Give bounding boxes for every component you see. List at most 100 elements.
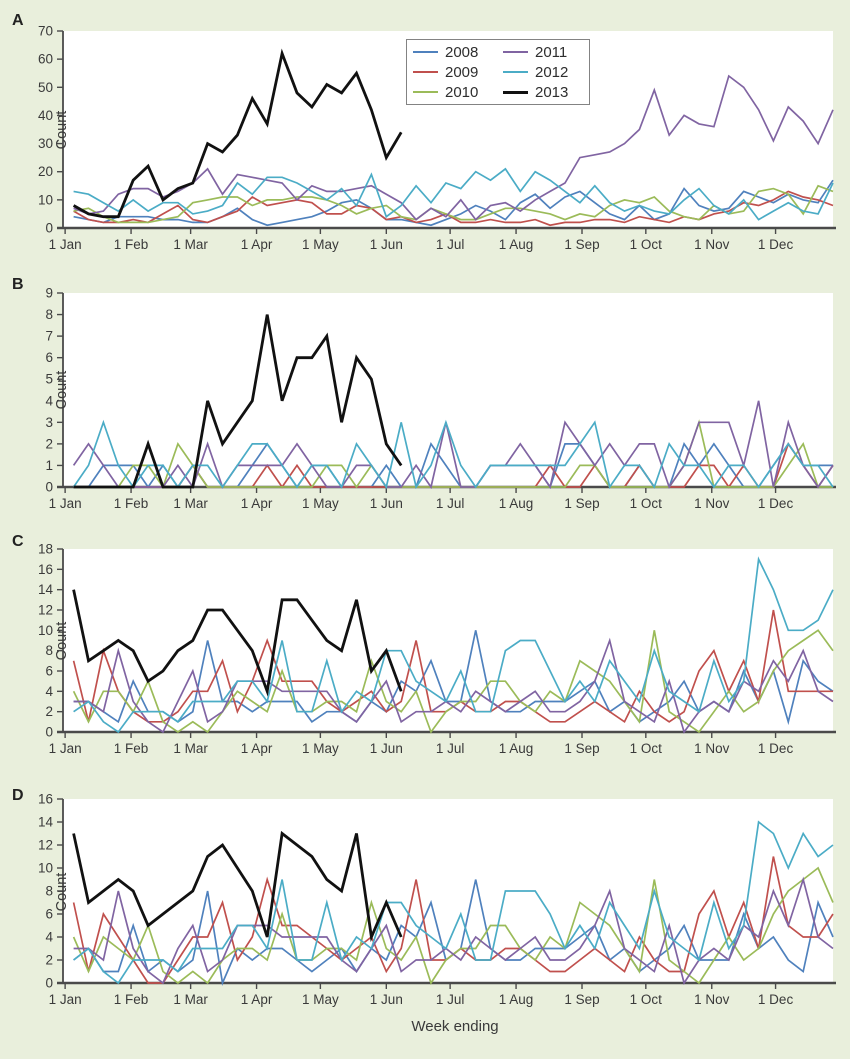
svg-text:2: 2 xyxy=(45,953,53,968)
legend-entry-2008: 2008 xyxy=(413,42,493,62)
svg-text:1 Apr: 1 Apr xyxy=(241,741,273,756)
svg-text:0: 0 xyxy=(45,976,53,991)
legend-swatch-2008 xyxy=(413,51,438,53)
series-2013-panel-b xyxy=(73,314,403,489)
svg-text:18: 18 xyxy=(38,542,53,557)
svg-text:16: 16 xyxy=(38,792,53,807)
legend-swatch-2010 xyxy=(413,91,438,93)
svg-text:1 Jun: 1 Jun xyxy=(370,496,403,511)
svg-text:1 Aug: 1 Aug xyxy=(499,237,534,252)
series-2013-panel-d xyxy=(72,830,403,943)
svg-text:10: 10 xyxy=(38,623,53,638)
svg-text:1 Nov: 1 Nov xyxy=(694,496,730,511)
legend-entry-2010: 2010 xyxy=(413,82,493,102)
panel-b-plot: 0 1 2 3 4 5 6 7 8 9 1 Jan 1 Feb 1 Mar 1 Apr 1 May 1 Jun… xyxy=(45,286,836,511)
svg-text:1 Jan: 1 Jan xyxy=(49,741,82,756)
svg-text:6: 6 xyxy=(45,664,53,679)
svg-text:50: 50 xyxy=(38,80,53,95)
svg-text:1 Jan: 1 Jan xyxy=(49,237,82,252)
panel-c-plot: 0 2 4 6 8 10 12 14 16 18 1 Jan 1 Feb 1 Mar 1 Apr 1 May… xyxy=(38,542,836,756)
svg-text:70: 70 xyxy=(38,24,53,39)
svg-text:4: 4 xyxy=(45,393,53,408)
svg-text:8: 8 xyxy=(45,307,53,322)
panel-c-letter: C xyxy=(12,533,24,550)
svg-text:1 Jun: 1 Jun xyxy=(370,741,403,756)
series-2010-panel-b xyxy=(73,419,833,489)
svg-text:1 Jul: 1 Jul xyxy=(436,237,465,252)
svg-text:1 Jul: 1 Jul xyxy=(436,496,465,511)
svg-text:1 Jul: 1 Jul xyxy=(436,741,465,756)
series-2013-panel-a xyxy=(72,48,403,219)
svg-text:1 Oct: 1 Oct xyxy=(630,496,663,511)
svg-text:1 Oct: 1 Oct xyxy=(630,741,663,756)
legend: 2008 2009 2010 2011 2012 2013 xyxy=(406,39,590,105)
svg-text:1 Dec: 1 Dec xyxy=(758,496,794,511)
svg-text:1 Nov: 1 Nov xyxy=(694,992,730,1007)
panel-d-letter: D xyxy=(12,787,24,804)
svg-text:6: 6 xyxy=(45,907,53,922)
legend-entry-2013: 2013 xyxy=(503,82,583,102)
svg-text:1: 1 xyxy=(45,458,53,473)
svg-text:3: 3 xyxy=(45,415,53,430)
legend-entry-2011: 2011 xyxy=(503,42,583,62)
legend-label: 2009 xyxy=(445,63,479,81)
svg-text:1 Mar: 1 Mar xyxy=(173,992,208,1007)
svg-text:6: 6 xyxy=(45,350,53,365)
svg-text:1 Sep: 1 Sep xyxy=(564,741,599,756)
legend-swatch-2012 xyxy=(503,71,528,73)
panel-a-letter: A xyxy=(12,12,24,29)
svg-text:2: 2 xyxy=(45,436,53,451)
svg-text:1 Mar: 1 Mar xyxy=(173,741,208,756)
svg-text:1 Aug: 1 Aug xyxy=(499,496,534,511)
panel-a-ylabel: Count xyxy=(54,110,70,150)
svg-text:2: 2 xyxy=(45,704,53,719)
svg-text:1 Mar: 1 Mar xyxy=(173,237,208,252)
svg-text:1 Nov: 1 Nov xyxy=(694,237,730,252)
svg-text:10: 10 xyxy=(38,192,53,207)
svg-text:12: 12 xyxy=(38,603,53,618)
series-2013-panel-c xyxy=(72,589,403,697)
legend-swatch-2009 xyxy=(413,71,438,73)
svg-text:1 Sep: 1 Sep xyxy=(564,496,599,511)
svg-text:1 Jun: 1 Jun xyxy=(370,992,403,1007)
series-2012-panel-c xyxy=(73,556,834,734)
panel-d-plot: 0 2 4 6 8 10 12 14 16 1 Jan 1 Feb 1 Mar 1 Apr 1 May 1 … xyxy=(38,792,836,1007)
svg-text:5: 5 xyxy=(45,372,53,387)
svg-text:40: 40 xyxy=(38,108,53,123)
svg-text:60: 60 xyxy=(38,52,53,67)
svg-text:8: 8 xyxy=(45,643,53,658)
svg-text:1 Feb: 1 Feb xyxy=(114,741,149,756)
svg-text:1 Dec: 1 Dec xyxy=(758,992,794,1007)
svg-text:14: 14 xyxy=(38,815,54,830)
legend-label: 2012 xyxy=(535,63,569,81)
panel-c-ylabel: Count xyxy=(54,621,70,661)
svg-text:1 May: 1 May xyxy=(302,237,339,252)
svg-text:16: 16 xyxy=(38,562,53,577)
svg-text:30: 30 xyxy=(38,136,53,151)
legend-entry-2012: 2012 xyxy=(503,62,583,82)
svg-text:1 Aug: 1 Aug xyxy=(499,992,534,1007)
svg-text:1 Dec: 1 Dec xyxy=(758,741,794,756)
svg-text:7: 7 xyxy=(45,329,53,344)
svg-text:4: 4 xyxy=(45,684,53,699)
svg-text:4: 4 xyxy=(45,930,53,945)
legend-swatch-2013 xyxy=(503,90,528,94)
svg-text:0: 0 xyxy=(45,221,53,236)
legend-entry-2009: 2009 xyxy=(413,62,493,82)
panel-b-letter: B xyxy=(12,276,24,293)
x-axis-title: Week ending xyxy=(411,1018,499,1035)
series-2010-panel-a xyxy=(73,184,834,224)
svg-text:1 Oct: 1 Oct xyxy=(630,992,663,1007)
svg-text:14: 14 xyxy=(38,582,54,597)
svg-text:1 Jun: 1 Jun xyxy=(370,237,403,252)
svg-text:12: 12 xyxy=(38,838,53,853)
series-2009-panel-a xyxy=(73,190,834,227)
panel-d-ylabel: Count xyxy=(54,872,70,912)
svg-text:1 May: 1 May xyxy=(302,741,339,756)
series-2012-panel-b xyxy=(72,419,834,490)
legend-swatch-2011 xyxy=(503,51,528,53)
svg-text:1 Dec: 1 Dec xyxy=(758,237,794,252)
svg-text:1 Aug: 1 Aug xyxy=(499,741,534,756)
svg-text:1 Nov: 1 Nov xyxy=(694,741,730,756)
